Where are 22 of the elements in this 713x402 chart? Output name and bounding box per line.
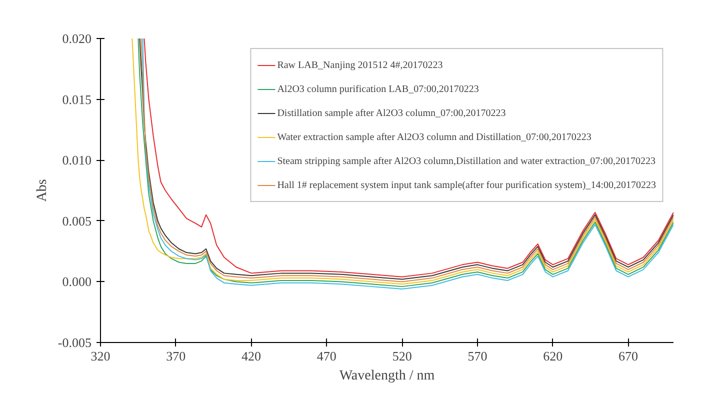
- x-tick-label: 520: [392, 348, 412, 364]
- x-tick-label: 320: [90, 348, 110, 364]
- x-tick-label: 620: [543, 348, 563, 364]
- y-tick-label: 0.010: [62, 152, 92, 168]
- x-tick-label: 470: [316, 348, 336, 364]
- x-tick-label: 570: [468, 348, 488, 364]
- y-tick-label: 0.005: [62, 213, 92, 228]
- y-tick-label: 0.015: [62, 92, 92, 107]
- legend-label: Raw LAB_Nanjing 201512 4#,20170223: [277, 58, 443, 72]
- y-tick-label: 0.000: [62, 274, 92, 290]
- x-axis-title: Wavelength / nm: [339, 368, 435, 384]
- x-tick-label: 670: [618, 348, 638, 364]
- x-tick-label: 370: [166, 348, 186, 364]
- legend-label: Steam stripping sample after Al2O3 column,Distillation and water extraction_07:00,20170223: [277, 154, 656, 168]
- legend-label: Al2O3 column purification LAB_07:00,20170223: [277, 82, 479, 96]
- legend-label: Hall 1# replacement system input tank sample(after four purification system)_14:00,20170223: [277, 178, 656, 192]
- legend-label: Distillation sample after Al2O3 column_07:00,20170223: [277, 106, 506, 120]
- legend-label: Water extraction sample after Al2O3 column and Distillation_07:00,20170223: [277, 130, 592, 144]
- y-axis-title: Abs: [34, 179, 50, 202]
- y-tick-label: 0.020: [62, 31, 92, 46]
- y-tick-label: -0.005: [58, 335, 92, 350]
- x-tick-label: 420: [242, 348, 262, 364]
